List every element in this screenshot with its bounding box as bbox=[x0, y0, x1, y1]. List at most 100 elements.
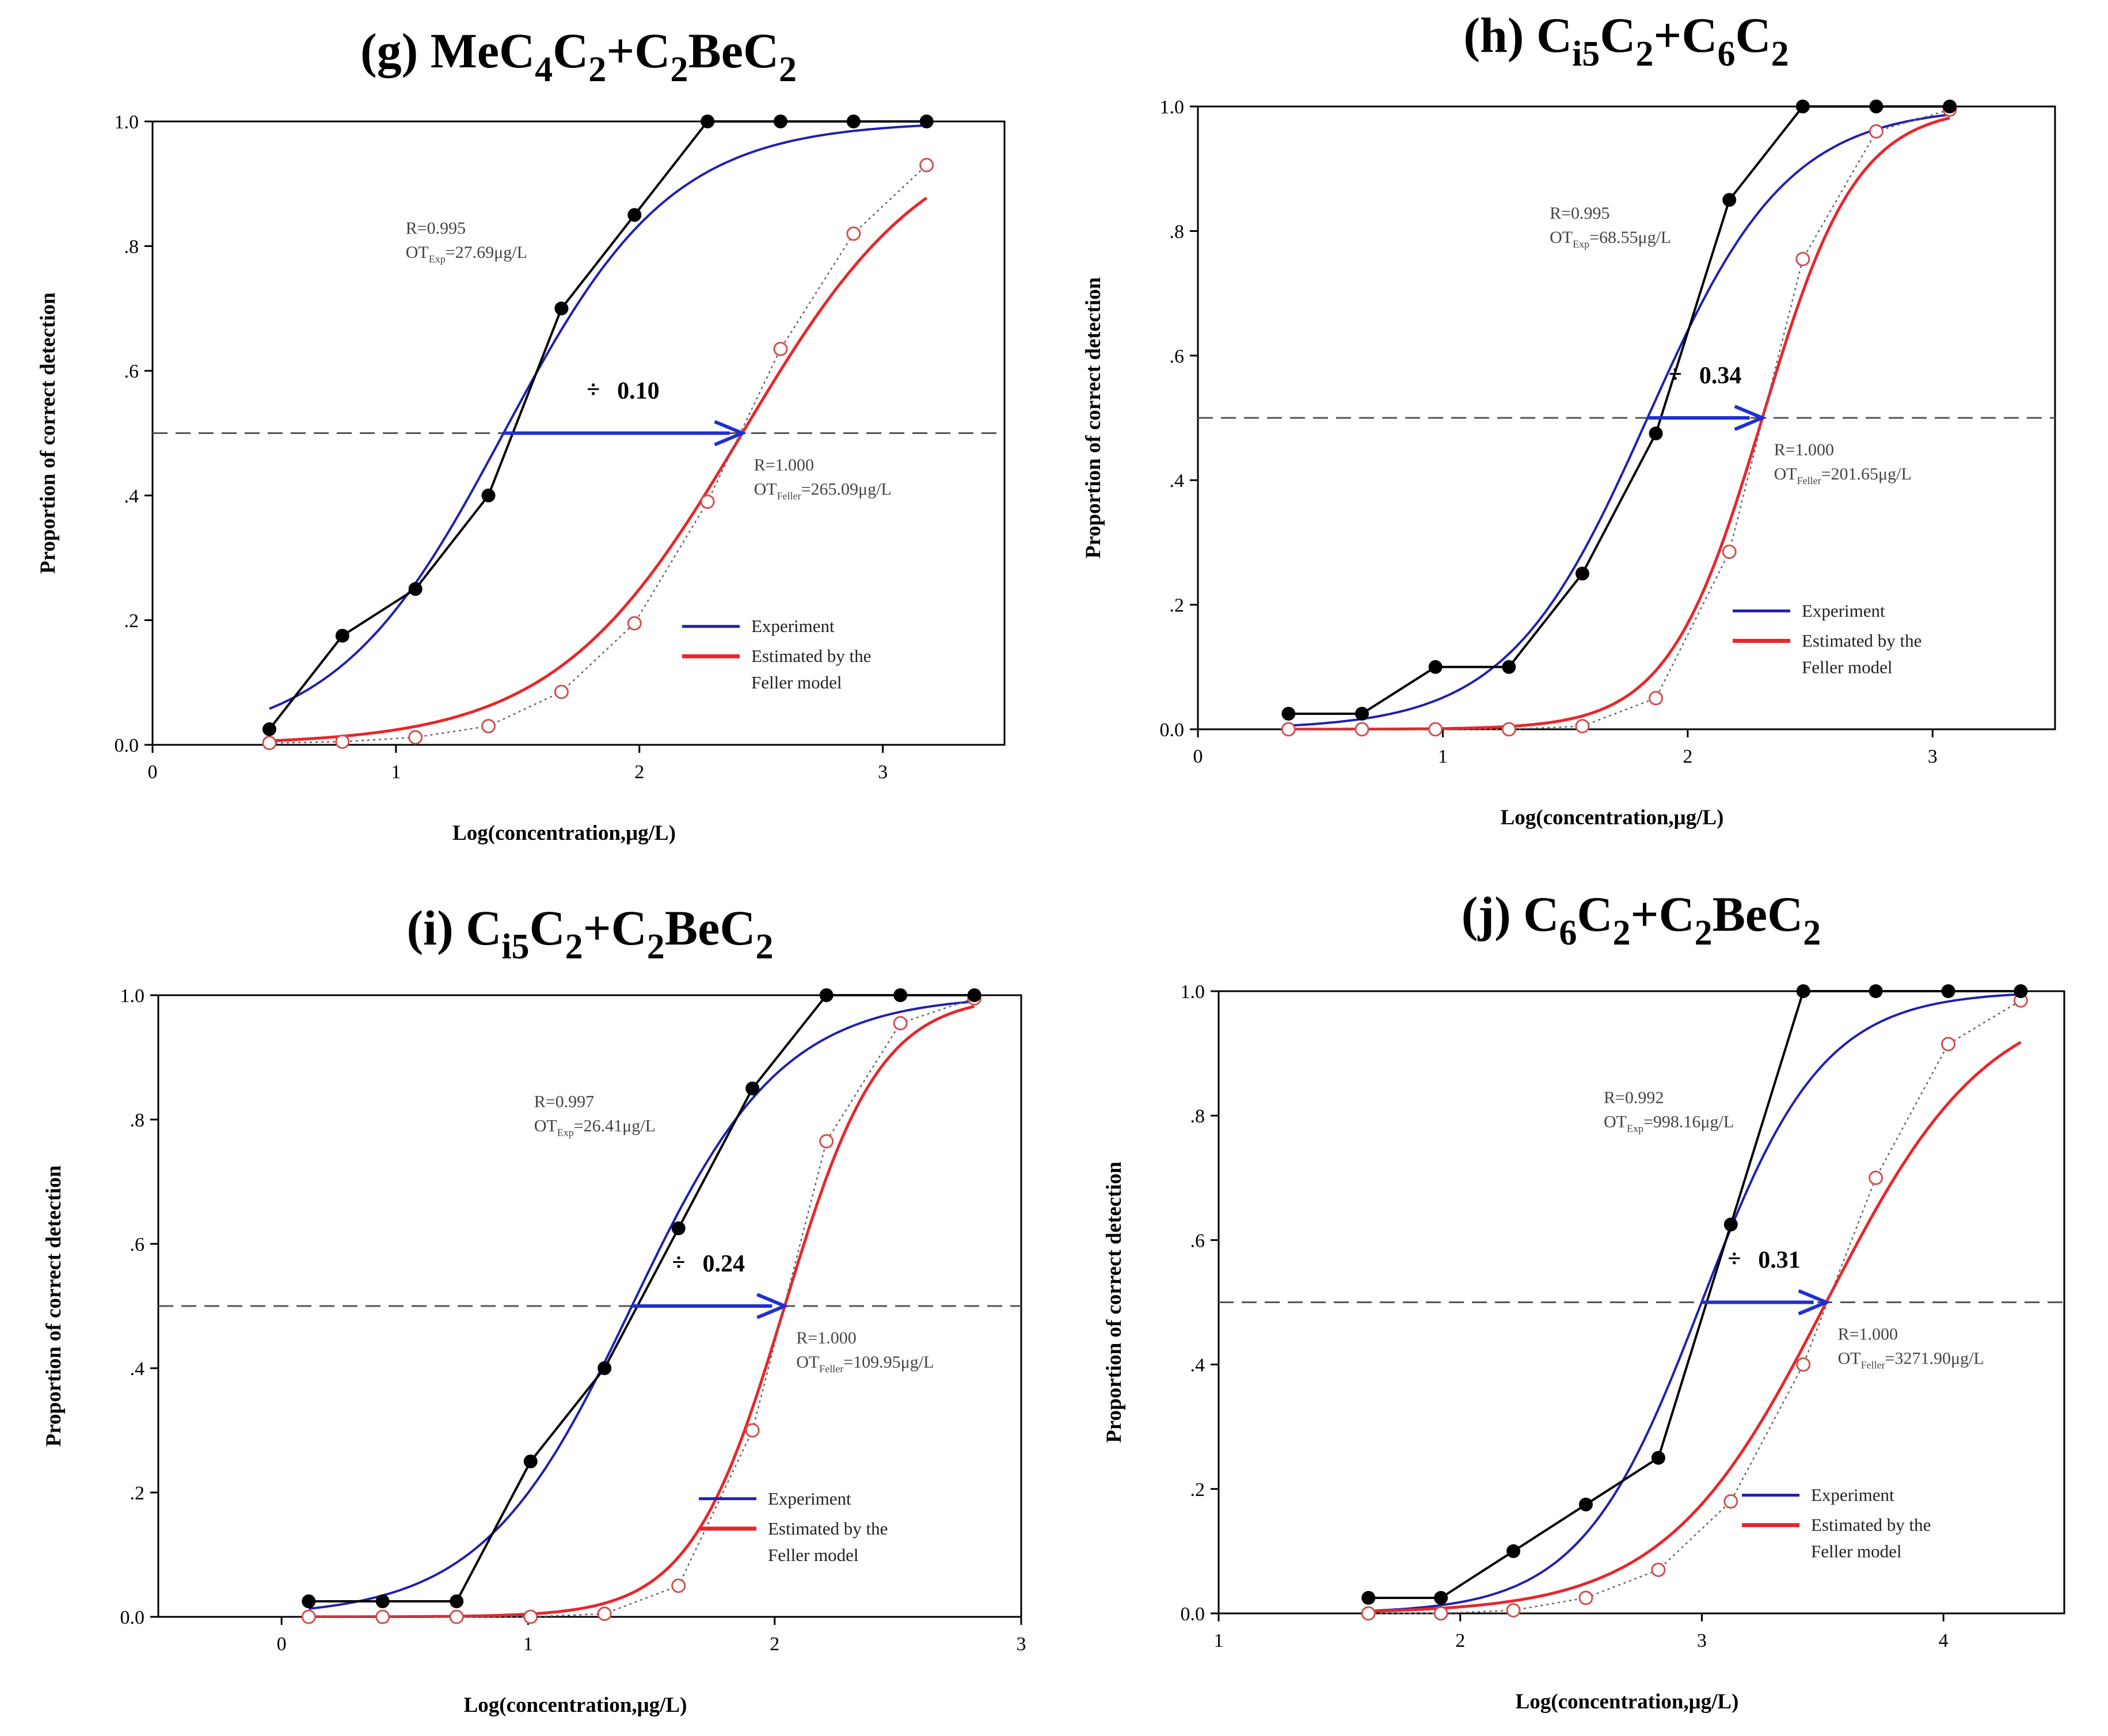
chart-title-part: C bbox=[1577, 886, 1612, 942]
experiment-point bbox=[554, 301, 569, 315]
feller-fit-curve bbox=[269, 196, 928, 743]
x-axis-label: Log(concentration,μg/L) bbox=[452, 821, 676, 845]
chart-title-part: 2 bbox=[1695, 913, 1713, 953]
experiment-point bbox=[701, 115, 715, 128]
chart-title-part: i5 bbox=[501, 927, 529, 966]
chart-title: (i) Ci5C2+C2BeC2 bbox=[407, 900, 774, 966]
feller-ot-sub: Feller bbox=[1861, 1359, 1885, 1370]
experiment-point bbox=[1723, 1217, 1738, 1232]
experiment-point bbox=[1651, 1451, 1665, 1465]
feller-point bbox=[523, 1609, 538, 1624]
feller-ot-value: OTFeller=3271.90μg/L bbox=[1838, 1349, 1984, 1370]
feller-point bbox=[375, 1609, 390, 1624]
feller-point bbox=[1361, 1606, 1376, 1621]
divide-symbol: ÷ bbox=[672, 1250, 685, 1276]
y-tick-label: .4 bbox=[1170, 470, 1185, 492]
ratio-arrow-head bbox=[1798, 1289, 1831, 1316]
feller-point bbox=[1578, 1590, 1593, 1605]
feller-point bbox=[1428, 722, 1443, 737]
chart-title-part: BeC bbox=[688, 23, 779, 78]
legend-experiment-label: Experiment bbox=[768, 1488, 851, 1509]
feller-point bbox=[301, 1609, 316, 1624]
exp-ot-value: OTExp=68.55μg/L bbox=[1550, 228, 1671, 250]
experiment-point bbox=[967, 988, 981, 1002]
legend-experiment-label: Experiment bbox=[1811, 1485, 1894, 1505]
feller-r-value: R=1.000 bbox=[754, 455, 814, 474]
experiment-point bbox=[1943, 100, 1957, 113]
feller-point bbox=[773, 341, 788, 356]
chart-title-part: i5 bbox=[1572, 35, 1600, 74]
experiment-point bbox=[1506, 1544, 1521, 1558]
ratio-arrow-head bbox=[1734, 405, 1767, 431]
chart-title-part: +C bbox=[606, 23, 670, 78]
feller-point bbox=[335, 734, 350, 749]
feller-point bbox=[1575, 719, 1590, 734]
feller-point bbox=[1723, 1494, 1738, 1509]
experiment-point bbox=[262, 722, 276, 736]
chart-title-part: 2 bbox=[1635, 35, 1653, 74]
experiment-point bbox=[1869, 984, 1883, 998]
exp-ot-prefix: OT bbox=[1550, 228, 1573, 247]
chart-title-part: 6 bbox=[1718, 35, 1736, 74]
y-axis-label: Proportion of correct detection bbox=[36, 292, 60, 574]
exp-ot-number: =27.69μg/L bbox=[446, 243, 527, 262]
feller-ot-number: =201.65μg/L bbox=[1821, 465, 1912, 484]
experiment-connect-line bbox=[309, 994, 975, 1602]
chart-title: (j) C6C2+C2BeC2 bbox=[1462, 886, 1821, 953]
experiment-point bbox=[627, 208, 642, 222]
feller-point bbox=[919, 158, 934, 173]
legend-feller-label-1: Estimated by the bbox=[1811, 1515, 1931, 1535]
x-tick-label: 3 bbox=[1697, 1630, 1707, 1651]
feller-ot-prefix: OT bbox=[754, 479, 777, 498]
y-axis-label: Proportion of correct detection bbox=[42, 1165, 66, 1446]
experiment-point bbox=[819, 988, 834, 1002]
chart-title-part: 2 bbox=[1771, 35, 1789, 74]
chart-title: (g) MeC4C2+C2BeC2 bbox=[360, 23, 797, 89]
feller-ot-sub: Feller bbox=[819, 1363, 843, 1375]
chart-title-part: +C bbox=[583, 900, 647, 955]
experiment-point bbox=[1434, 1590, 1448, 1605]
y-tick-label: .2 bbox=[1190, 1479, 1205, 1501]
y-tick-label: .4 bbox=[130, 1358, 145, 1380]
exp-ot-sub: Exp bbox=[1573, 238, 1589, 250]
y-tick-label: .2 bbox=[1170, 595, 1185, 616]
feller-ot-sub: Feller bbox=[777, 490, 801, 501]
y-tick-label: .6 bbox=[1170, 346, 1185, 367]
x-tick-label: 0 bbox=[277, 1634, 287, 1655]
feller-ot-prefix: OT bbox=[796, 1353, 819, 1372]
feller-connect-line bbox=[1368, 1000, 2022, 1615]
feller-ot-prefix: OT bbox=[1838, 1349, 1861, 1368]
chart-title-part: C bbox=[530, 900, 565, 955]
chart-title-part: 2 bbox=[588, 50, 606, 89]
exp-ot-sub: Exp bbox=[429, 253, 446, 265]
feller-ot-value: OTFeller=109.95μg/L bbox=[796, 1353, 934, 1375]
y-tick-label: .2 bbox=[124, 610, 139, 631]
x-tick-label: 1 bbox=[1214, 1630, 1224, 1651]
exp-r-value: R=0.992 bbox=[1604, 1088, 1664, 1107]
feller-ot-value: OTFeller=201.65μg/L bbox=[1774, 465, 1912, 486]
experiment-point bbox=[1502, 660, 1516, 674]
chart-title-part: 2 bbox=[670, 50, 688, 89]
y-axis-label: Proportion of correct detection bbox=[1102, 1162, 1126, 1443]
feller-point bbox=[481, 719, 496, 734]
y-tick-label: 1.0 bbox=[1160, 97, 1185, 118]
ratio-label: 0.34 bbox=[1699, 363, 1742, 389]
feller-ot-sub: Feller bbox=[1797, 475, 1821, 486]
y-tick-label: .4 bbox=[1190, 1355, 1205, 1376]
feller-ot-value: OTFeller=265.09μg/L bbox=[754, 479, 892, 501]
legend-experiment-label: Experiment bbox=[751, 616, 835, 636]
x-tick-label: 1 bbox=[391, 762, 401, 783]
legend-feller-label-2: Feller model bbox=[1811, 1541, 1902, 1562]
chart-title-part: C bbox=[1600, 7, 1635, 63]
experiment-connect-line bbox=[1368, 990, 2021, 1599]
y-tick-label: .2 bbox=[130, 1483, 145, 1504]
ratio-label: 0.31 bbox=[1758, 1247, 1801, 1274]
divide-symbol: ÷ bbox=[1728, 1246, 1741, 1273]
feller-point bbox=[1722, 545, 1737, 559]
experiment-point bbox=[302, 1594, 316, 1608]
feller-r-value: R=1.000 bbox=[1774, 440, 1834, 459]
chart-title-part: 2 bbox=[565, 927, 583, 966]
